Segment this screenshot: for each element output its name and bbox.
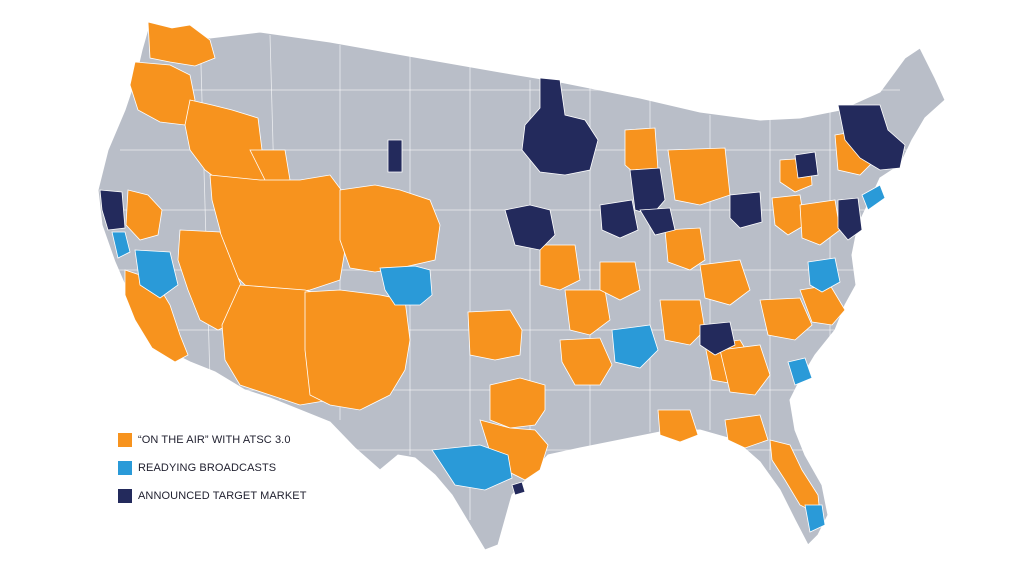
market-houston-point <box>511 481 526 496</box>
market-great-falls <box>387 139 403 173</box>
market-new-mexico <box>304 289 411 411</box>
market-mobile <box>657 409 699 443</box>
market-memphis <box>611 324 659 369</box>
market-new-york-coast <box>861 184 886 211</box>
market-miami <box>804 504 826 533</box>
market-atlanta <box>719 344 771 396</box>
target-markets <box>99 77 906 496</box>
market-springfield <box>599 261 641 301</box>
market-kansas <box>539 244 581 291</box>
legend-label: READYING BROADCASTS <box>138 461 277 474</box>
market-oklahoma-city <box>467 309 523 361</box>
market-pittsburgh <box>771 194 806 236</box>
market-tallahassee <box>724 414 769 449</box>
market-charleston <box>787 357 813 386</box>
market-sacramento <box>125 189 163 241</box>
market-nashville-navy <box>699 321 736 356</box>
market-arkansas <box>559 337 613 386</box>
market-bay-area <box>111 231 131 259</box>
us-landmass <box>97 21 946 551</box>
market-new-england <box>837 104 906 171</box>
market-sacramento-navy <box>99 189 126 231</box>
market-missouri <box>564 289 611 336</box>
market-dallas <box>489 377 546 429</box>
market-cleveland <box>729 191 763 229</box>
market-central-pa <box>799 199 841 246</box>
market-nashville <box>659 299 706 346</box>
market-seattle <box>147 21 216 67</box>
legend-item-readying: READYING BROADCASTS <box>118 460 307 475</box>
market-rochester <box>794 151 819 179</box>
market-fresno <box>134 249 179 299</box>
legend-item-on-the-air: “ON THE AIR” WITH ATSC 3.0 <box>118 432 307 447</box>
market-virginia <box>759 297 813 341</box>
market-philadelphia <box>837 197 863 241</box>
market-ohio-valley <box>699 259 751 306</box>
legend-label: ANNOUNCED TARGET MARKET <box>138 489 307 502</box>
legend: “ON THE AIR” WITH ATSC 3.0 READYING BROA… <box>118 432 307 516</box>
orange-square-icon <box>118 432 132 447</box>
market-michigan <box>667 147 731 206</box>
on-the-air-markets <box>124 21 876 516</box>
market-denver <box>339 184 441 273</box>
market-san-antonio <box>431 444 513 491</box>
market-peoria <box>599 199 639 239</box>
market-indiana <box>664 227 706 271</box>
market-des-moines <box>504 204 556 251</box>
legend-item-target: ANNOUNCED TARGET MARKET <box>118 488 307 503</box>
market-chicago <box>629 167 666 216</box>
market-richmond <box>807 257 841 293</box>
readying-markets <box>111 184 886 533</box>
navy-square-icon <box>118 488 132 503</box>
market-denver-blue <box>379 265 433 306</box>
legend-label: “ON THE AIR” WITH ATSC 3.0 <box>138 433 291 446</box>
market-minneapolis <box>521 77 599 176</box>
blue-square-icon <box>118 460 132 475</box>
market-indianapolis <box>639 207 676 236</box>
